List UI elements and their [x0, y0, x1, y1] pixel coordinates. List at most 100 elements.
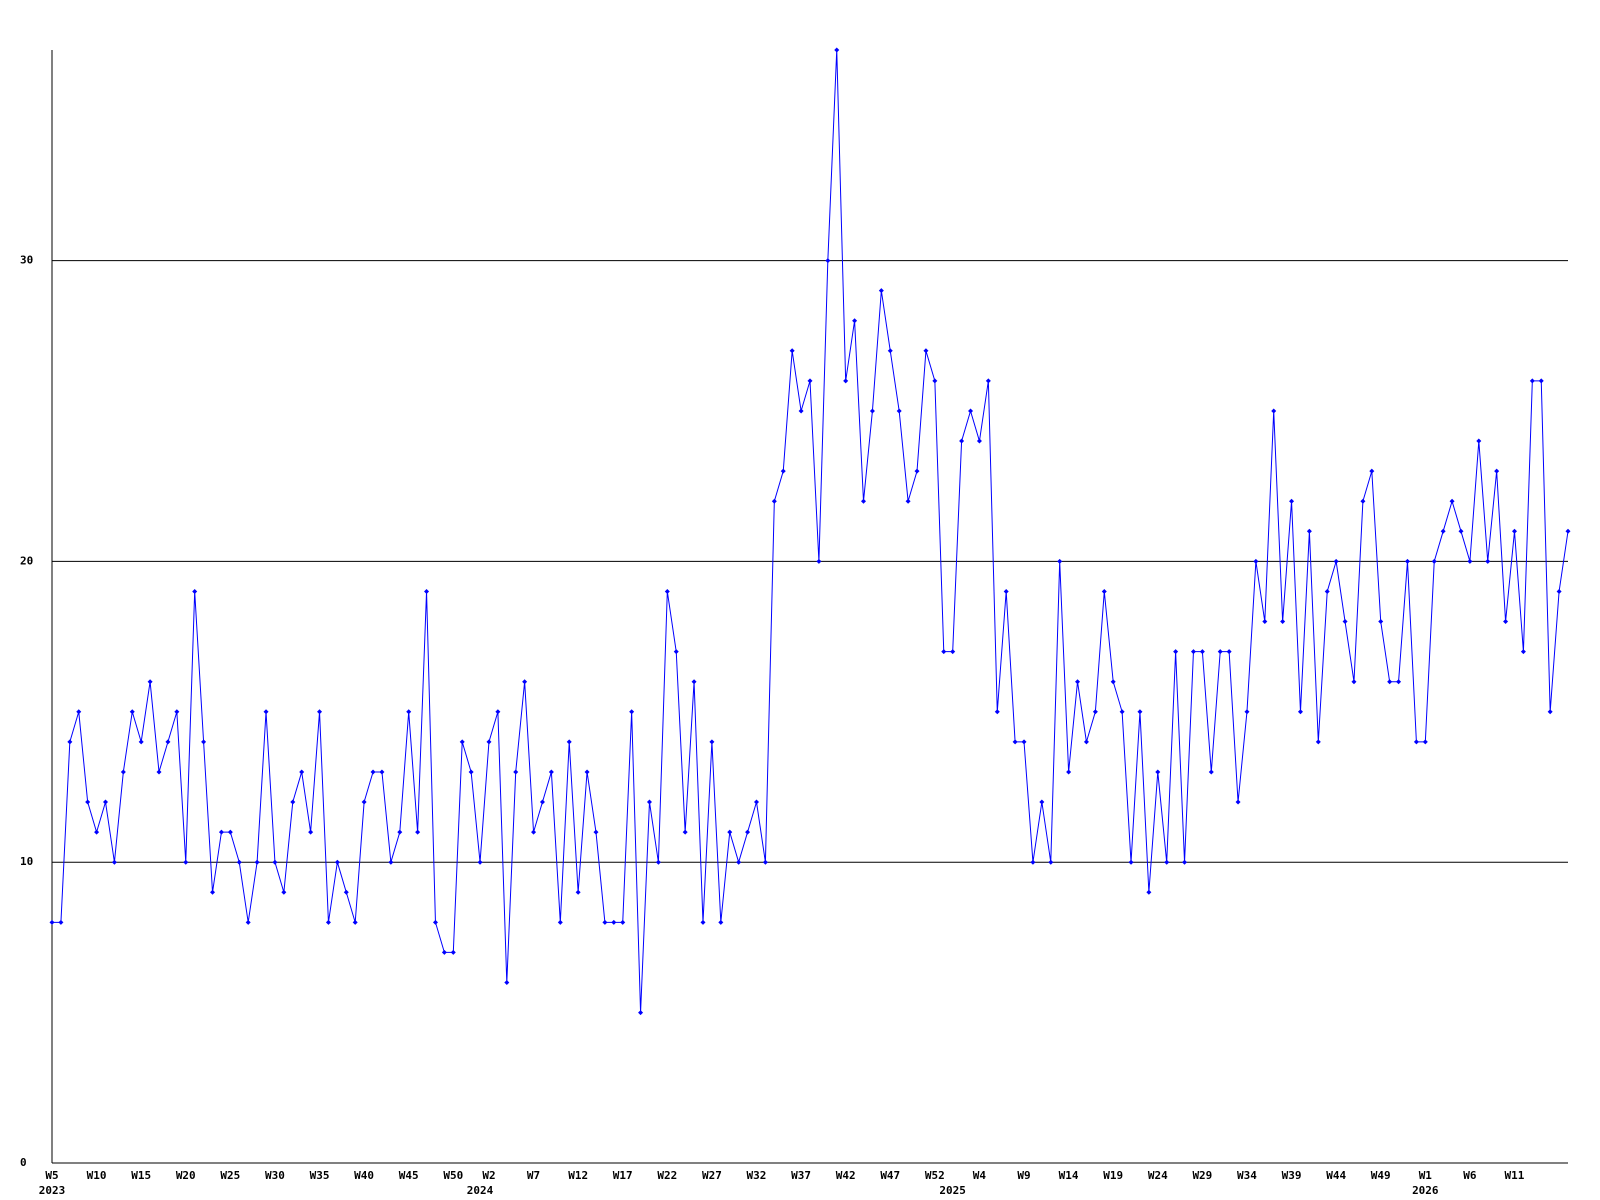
- data-point: [861, 498, 867, 504]
- x-tick-label: W22: [657, 1169, 677, 1182]
- data-point: [1048, 859, 1054, 865]
- data-point: [522, 679, 528, 685]
- x-tick-label: W35: [310, 1169, 330, 1182]
- x-year-label: 2023: [39, 1184, 66, 1197]
- x-year-label: 2026: [1412, 1184, 1439, 1197]
- data-point: [1057, 558, 1063, 564]
- data-point: [1253, 558, 1259, 564]
- data-point: [85, 799, 91, 805]
- x-tick-label: W2: [482, 1169, 495, 1182]
- data-point: [878, 288, 884, 294]
- y-tick-label: 30: [20, 254, 33, 267]
- data-point: [1440, 528, 1446, 534]
- x-tick-label: W52: [925, 1169, 945, 1182]
- data-point: [236, 859, 242, 865]
- x-tick-label: W20: [176, 1169, 196, 1182]
- x-tick-label: W11: [1505, 1169, 1525, 1182]
- data-point: [620, 919, 626, 925]
- data-point: [290, 799, 296, 805]
- data-point: [727, 829, 733, 835]
- y-tick-label: 20: [20, 554, 33, 567]
- data-point: [1164, 859, 1170, 865]
- data-point: [111, 859, 117, 865]
- data-point: [887, 348, 893, 354]
- data-point: [673, 649, 679, 655]
- data-point: [49, 919, 55, 925]
- x-tick-label: W10: [87, 1169, 107, 1182]
- data-point: [932, 378, 938, 384]
- data-point: [575, 889, 581, 895]
- x-tick-label: W47: [880, 1169, 900, 1182]
- data-point: [317, 709, 323, 715]
- data-point: [352, 919, 358, 925]
- data-point: [201, 739, 207, 745]
- data-point: [165, 739, 171, 745]
- data-point: [415, 829, 421, 835]
- data-point: [334, 859, 340, 865]
- data-point: [325, 919, 331, 925]
- x-tick-label: W17: [613, 1169, 633, 1182]
- data-point: [1369, 468, 1375, 474]
- x-tick-label: W15: [131, 1169, 151, 1182]
- data-point: [183, 859, 189, 865]
- data-point: [432, 919, 438, 925]
- data-point: [1511, 528, 1517, 534]
- data-point: [1030, 859, 1036, 865]
- x-tick-label: W29: [1192, 1169, 1212, 1182]
- data-point: [655, 859, 661, 865]
- data-point: [1155, 769, 1161, 775]
- data-point: [156, 769, 162, 775]
- data-point: [994, 709, 1000, 715]
- data-point: [700, 919, 706, 925]
- data-point: [584, 769, 590, 775]
- data-point: [129, 709, 135, 715]
- data-point: [1315, 739, 1321, 745]
- x-tick-label: W24: [1148, 1169, 1168, 1182]
- data-point: [281, 889, 287, 895]
- x-tick-label: W40: [354, 1169, 374, 1182]
- data-point: [495, 709, 501, 715]
- data-point: [941, 649, 947, 655]
- x-tick-label: W19: [1103, 1169, 1123, 1182]
- data-point: [218, 829, 224, 835]
- x-tick-label: W34: [1237, 1169, 1257, 1182]
- data-point: [1235, 799, 1241, 805]
- data-point: [834, 47, 840, 53]
- x-tick-label: W7: [527, 1169, 540, 1182]
- data-point: [103, 799, 109, 805]
- data-point: [548, 769, 554, 775]
- data-point: [1146, 889, 1152, 895]
- x-tick-label: W9: [1017, 1169, 1030, 1182]
- data-point: [361, 799, 367, 805]
- data-point: [174, 709, 180, 715]
- data-point: [1476, 438, 1482, 444]
- data-point: [147, 679, 153, 685]
- data-point: [227, 829, 233, 835]
- data-point: [1458, 528, 1464, 534]
- data-point: [1280, 619, 1286, 625]
- x-tick-label: W37: [791, 1169, 811, 1182]
- data-point: [1075, 679, 1081, 685]
- data-point: [539, 799, 545, 805]
- data-point: [76, 709, 82, 715]
- data-point: [798, 408, 804, 414]
- data-point: [1565, 528, 1571, 534]
- x-tick-label: W25: [220, 1169, 240, 1182]
- data-point: [646, 799, 652, 805]
- x-tick-label: W44: [1326, 1169, 1346, 1182]
- data-point: [1503, 619, 1509, 625]
- data-point: [736, 859, 742, 865]
- y-tick-label: 10: [20, 855, 33, 868]
- data-point: [869, 408, 875, 414]
- data-point: [968, 408, 974, 414]
- data-point: [1333, 558, 1339, 564]
- data-point: [1226, 649, 1232, 655]
- data-point: [976, 438, 982, 444]
- data-point: [1431, 558, 1437, 564]
- data-point: [1137, 709, 1143, 715]
- data-point: [1342, 619, 1348, 625]
- data-point: [1556, 588, 1562, 594]
- data-point: [299, 769, 305, 775]
- data-point: [210, 889, 216, 895]
